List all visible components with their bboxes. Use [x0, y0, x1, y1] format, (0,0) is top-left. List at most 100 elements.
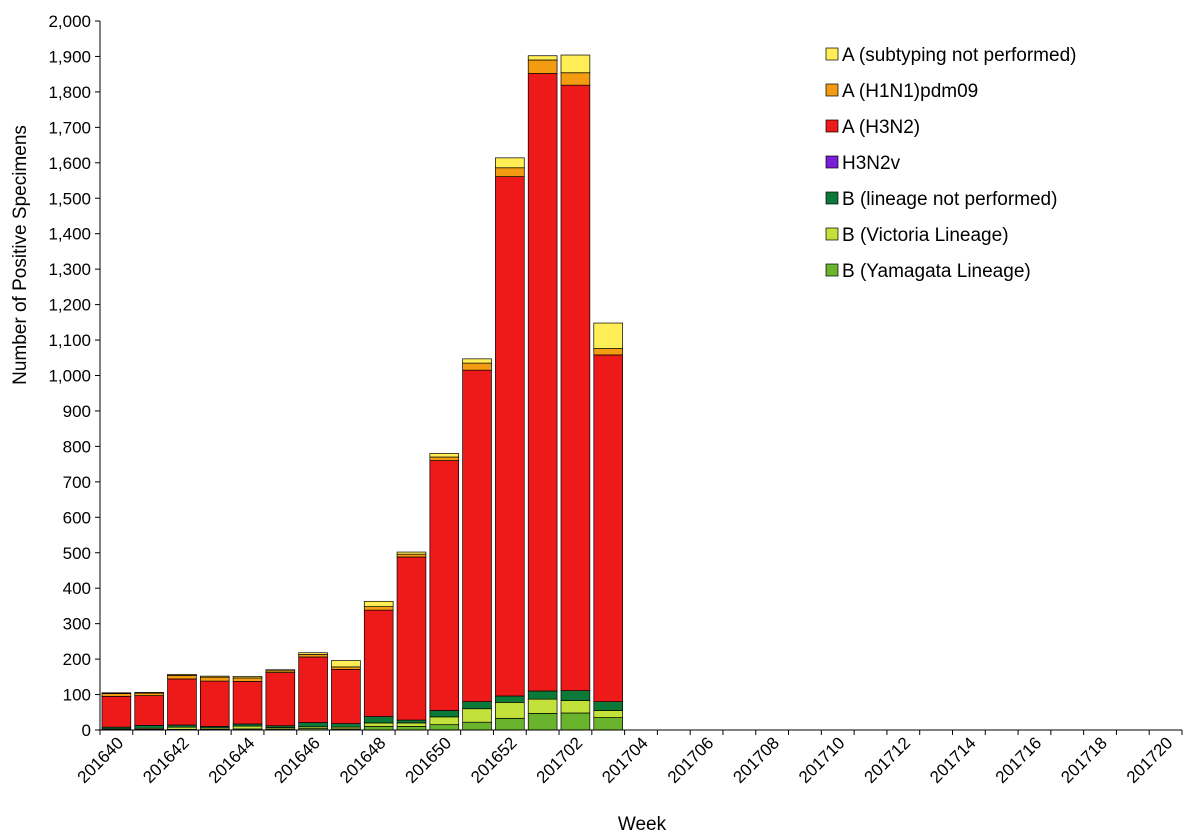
legend-swatch — [825, 119, 839, 133]
y-tick-label: 1,100 — [48, 331, 91, 350]
x-tick-label: 201716 — [992, 733, 1046, 787]
x-tick-label: 201704 — [598, 733, 652, 787]
y-tick-label: 200 — [63, 650, 91, 669]
bar-segment-201649-s6 — [396, 551, 427, 555]
bar-segment-201651-s5 — [462, 362, 492, 371]
y-tick-label: 600 — [63, 508, 91, 527]
bar-segment-201650-s1 — [429, 716, 460, 726]
bar-segment-201648-s4 — [363, 609, 394, 717]
bar-segment-201652-s5 — [495, 167, 525, 177]
bar-segment-201647-s2 — [331, 723, 361, 728]
bar-segment-201648-s1 — [363, 722, 394, 727]
bar-segment-201652-s1 — [495, 701, 525, 719]
bar-segment-201650-s2 — [429, 710, 460, 718]
y-tick-label: 2,000 — [48, 12, 91, 31]
bar-segment-201644-s4 — [232, 681, 263, 725]
x-tick-label: 201720 — [1123, 733, 1177, 787]
bar-segment-201702-s4 — [560, 84, 591, 691]
bars-group — [101, 54, 623, 731]
bar-segment-201649-s0 — [396, 726, 427, 731]
legend-swatch — [825, 83, 839, 97]
y-tick-label: 1,000 — [48, 367, 91, 386]
bar-segment-201644-s5 — [232, 677, 263, 682]
bar-segment-201643-s6 — [199, 675, 230, 678]
legend-swatch — [825, 191, 839, 205]
y-axis-title: Number of Positive Specimens — [10, 125, 31, 385]
bar-segment-201703-s0 — [593, 717, 623, 731]
y-tick-label: 1,600 — [48, 154, 91, 173]
x-tick-label: 201652 — [467, 733, 521, 787]
bar-segment-201643-s5 — [199, 676, 230, 682]
y-tick-label: 400 — [63, 579, 91, 598]
y-tick-label: 1,500 — [48, 189, 91, 208]
bar-segment-201642-s6 — [167, 673, 197, 676]
bar-segment-201651-s2 — [462, 701, 492, 710]
bar-segment-201648-s2 — [363, 716, 394, 724]
bar-segment-201703-s2 — [593, 701, 623, 711]
bar-segment-201652-s0 — [495, 717, 525, 731]
bar-segment-201702-s1 — [560, 700, 591, 714]
x-tick-label: 201714 — [926, 733, 980, 787]
bar-segment-201652-s2 — [495, 695, 525, 703]
legend-swatch — [825, 155, 839, 169]
x-tick-label: 201718 — [1057, 733, 1111, 787]
y-tick-label: 1,700 — [48, 118, 91, 137]
y-tick-label: 700 — [63, 473, 91, 492]
bar-segment-201640-s5 — [101, 693, 132, 697]
x-tick-label: 201710 — [795, 733, 849, 787]
legend-swatch — [825, 227, 839, 241]
legend-swatch — [825, 47, 839, 61]
bar-segment-201701-s5 — [527, 59, 558, 74]
bar-segment-201642-s5 — [167, 675, 197, 680]
bar-segment-201648-s6 — [363, 600, 394, 607]
bar-segment-201703-s6 — [593, 322, 623, 349]
bar-segment-201651-s4 — [462, 369, 492, 702]
bar-segment-201646-s6 — [298, 652, 328, 655]
bar-segment-201642-s4 — [167, 678, 197, 726]
bar-segment-201647-s6 — [331, 660, 361, 668]
legend: A (subtyping not performed) A (H1N1)pdm09… — [825, 45, 1076, 282]
bar-segment-201650-s4 — [429, 460, 460, 711]
bar-segment-201646-s5 — [298, 654, 328, 658]
legend-swatch — [825, 263, 839, 277]
bar-segment-201647-s4 — [331, 669, 361, 724]
legend-label: A (H3N2) — [842, 117, 920, 138]
bar-segment-201648-s0 — [363, 726, 394, 731]
bar-segment-201703-s1 — [593, 710, 623, 718]
x-axis-title: Week — [618, 814, 667, 835]
x-tick-label: 201648 — [336, 733, 390, 787]
legend-label: B (Victoria Lineage) — [842, 225, 1009, 246]
bar-segment-201644-s6 — [232, 676, 263, 679]
y-tick-label: 1,300 — [48, 260, 91, 279]
bar-segment-201649-s4 — [396, 556, 427, 721]
bar-segment-201701-s0 — [527, 712, 558, 731]
y-tick-label: 1,800 — [48, 83, 91, 102]
bar-segment-201645-s6 — [265, 669, 296, 672]
y-tick-label: 900 — [63, 402, 91, 421]
bar-segment-201652-s4 — [495, 176, 525, 697]
legend-label: B (Yamagata Lineage) — [842, 261, 1031, 282]
bar-segment-201641-s5 — [134, 692, 164, 696]
bar-segment-201641-s2 — [134, 725, 164, 729]
bar-segment-201702-s5 — [560, 72, 591, 86]
bar-segment-201702-s2 — [560, 690, 591, 701]
y-tick-label: 0 — [82, 721, 91, 740]
legend-label: A (H1N1)pdm09 — [842, 81, 978, 102]
x-tick-label: 201646 — [270, 733, 324, 787]
bar-segment-201648-s5 — [363, 606, 394, 611]
bar-segment-201650-s5 — [429, 456, 460, 461]
bar-segment-201702-s6 — [560, 54, 591, 74]
x-tick-label: 201642 — [139, 733, 193, 787]
x-tick-label: 201650 — [402, 733, 456, 787]
bar-segment-201651-s0 — [462, 721, 492, 731]
bar-segment-201646-s2 — [298, 722, 328, 728]
x-axis: 201640 201642 201644 201646 201648 201650 2016… — [74, 729, 1183, 787]
y-tick-label: 500 — [63, 544, 91, 563]
bar-segment-201645-s4 — [265, 672, 296, 727]
bar-segment-201701-s4 — [527, 73, 558, 692]
bar-segment-201650-s0 — [429, 724, 460, 731]
legend-label: B (lineage not performed) — [842, 189, 1057, 210]
y-tick-label: 1,900 — [48, 47, 91, 66]
y-tick-label: 1,400 — [48, 225, 91, 244]
bar-segment-201650-s6 — [429, 453, 460, 458]
